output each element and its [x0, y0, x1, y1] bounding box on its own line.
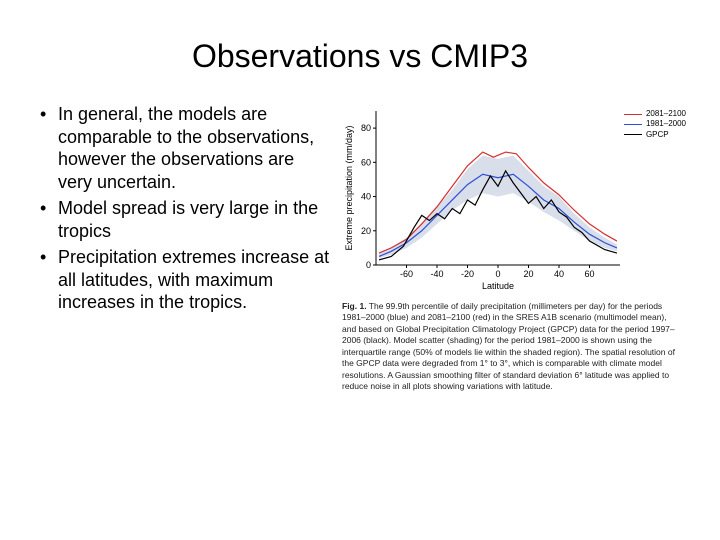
legend-swatch [624, 114, 642, 115]
bullet-item: In general, the models are comparable to… [40, 103, 330, 193]
svg-text:40: 40 [361, 192, 371, 202]
bullet-item: Model spread is very large in the tropic… [40, 197, 330, 242]
legend-label: 1981–2000 [646, 119, 686, 129]
caption-text: The 99.9th percentile of daily precipita… [342, 301, 675, 391]
chart-container: 0 20 40 60 80 -60 -40 -20 0 20 40 60 Latitude Extreme… [342, 103, 682, 293]
left-column: In general, the models are comparable to… [40, 103, 330, 393]
chart-legend: 2081–2100 1981–2000 GPCP [624, 109, 686, 140]
legend-label: 2081–2100 [646, 109, 686, 119]
content-row: In general, the models are comparable to… [0, 103, 720, 393]
bullet-item: Precipitation extremes increase at all l… [40, 246, 330, 314]
svg-text:40: 40 [554, 269, 564, 279]
right-column: 0 20 40 60 80 -60 -40 -20 0 20 40 60 Latitude Extreme… [342, 103, 692, 393]
caption-label: Fig. 1. [342, 301, 367, 311]
legend-item: GPCP [624, 130, 686, 140]
bullet-list: In general, the models are comparable to… [40, 103, 330, 314]
svg-text:80: 80 [361, 123, 371, 133]
svg-text:-60: -60 [400, 269, 413, 279]
svg-text:0: 0 [495, 269, 500, 279]
svg-text:Latitude: Latitude [482, 281, 514, 291]
legend-swatch [624, 134, 642, 135]
svg-text:20: 20 [361, 226, 371, 236]
svg-text:-40: -40 [430, 269, 443, 279]
svg-text:Extreme precipitation (mm/day): Extreme precipitation (mm/day) [344, 125, 354, 250]
svg-text:0: 0 [366, 260, 371, 270]
page-title: Observations vs CMIP3 [0, 0, 720, 103]
svg-text:-20: -20 [461, 269, 474, 279]
svg-text:60: 60 [584, 269, 594, 279]
legend-item: 2081–2100 [624, 109, 686, 119]
legend-swatch [624, 124, 642, 125]
svg-text:20: 20 [523, 269, 533, 279]
legend-label: GPCP [646, 130, 669, 140]
svg-text:60: 60 [361, 157, 371, 167]
figure-caption: Fig. 1. The 99.9th percentile of daily p… [342, 301, 682, 393]
legend-item: 1981–2000 [624, 119, 686, 129]
